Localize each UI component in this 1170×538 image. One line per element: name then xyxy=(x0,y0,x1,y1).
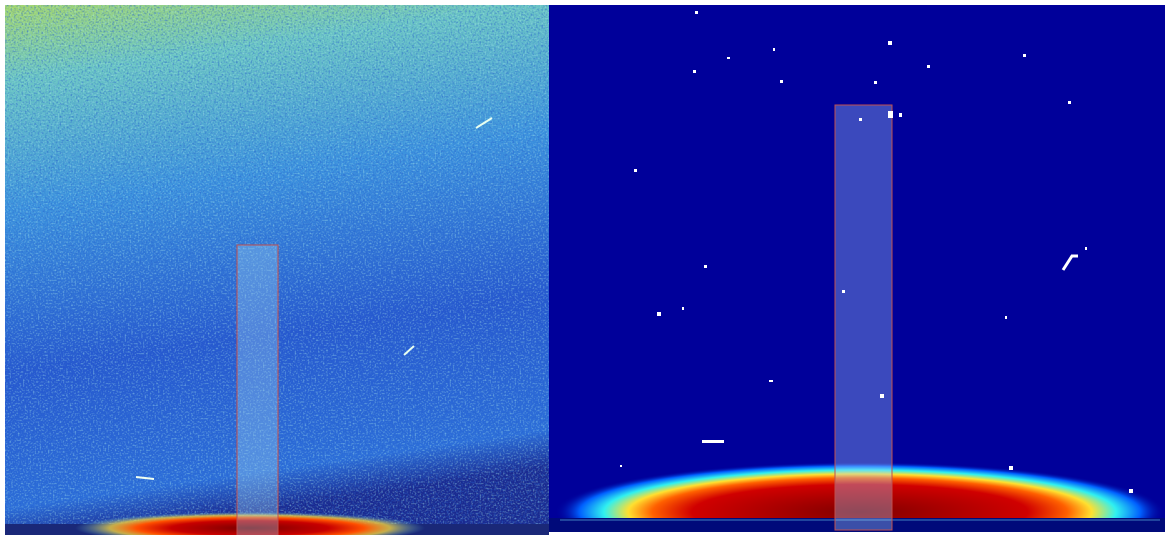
hot-pixel xyxy=(634,169,637,172)
hot-pixel xyxy=(769,380,773,382)
hot-pixel xyxy=(842,290,845,293)
hot-pixel xyxy=(888,111,893,118)
hot-pixel xyxy=(780,80,783,83)
hot-pixel xyxy=(1085,247,1087,250)
hot-pixel xyxy=(682,307,684,310)
hot-pixel xyxy=(1068,101,1071,104)
hot-pixel xyxy=(1005,316,1007,319)
hot-pixel xyxy=(899,113,902,117)
hot-pixel xyxy=(859,118,862,121)
page: (() => { const data = JSON.parse(documen… xyxy=(0,0,1170,538)
detector-images xyxy=(0,0,1170,538)
hot-pixel xyxy=(1129,489,1133,493)
hot-pixel xyxy=(773,48,775,51)
hot-pixel xyxy=(620,465,622,467)
hot-pixel xyxy=(727,57,730,59)
hot-pixel xyxy=(1023,54,1026,57)
hot-pixel xyxy=(888,41,892,45)
hot-pixel xyxy=(880,394,884,398)
hot-pixel xyxy=(704,265,707,268)
hot-pixel xyxy=(693,70,696,73)
left-panel xyxy=(5,5,549,538)
selection-rect xyxy=(835,105,892,530)
hot-pixel xyxy=(1009,466,1013,470)
hot-pixel xyxy=(695,11,698,14)
hot-pixel xyxy=(657,312,661,316)
hot-pixel xyxy=(874,81,877,84)
hot-pixel xyxy=(702,440,724,443)
selection-rect xyxy=(237,245,278,537)
hot-pixel xyxy=(927,65,930,68)
